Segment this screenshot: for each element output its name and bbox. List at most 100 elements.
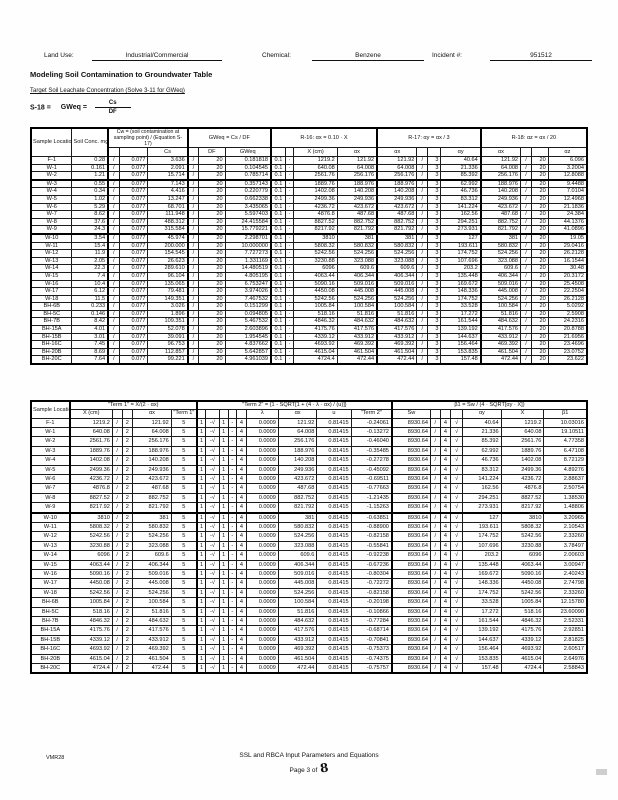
cell-slash: /: [186, 264, 200, 273]
cell-slash: /: [107, 355, 120, 365]
cell-koc-constant: 0.077: [118, 279, 149, 289]
cell-x: 4724.4: [293, 355, 338, 365]
cell-x: 2499.36: [293, 194, 338, 204]
cell-3-constant: 3: [427, 355, 442, 365]
cell-formula-token: -√: [205, 663, 220, 674]
cell-gweq: 10.000000: [224, 241, 272, 251]
t1-sub-empty: [530, 147, 549, 157]
cell-slash: /: [429, 502, 441, 514]
t2-sub-empty: [205, 408, 220, 419]
cell-4-constant: 4: [439, 634, 452, 646]
cell-u: 0.81415: [316, 445, 352, 457]
cell-alpha-x: 524.256: [277, 587, 318, 599]
cell-alpha-x: 580.832: [277, 521, 318, 533]
cell-soil-conc: 15.4: [71, 241, 109, 251]
cell-sqrt-sign: √: [450, 634, 464, 646]
t1-sub-df: DF: [198, 147, 226, 157]
cell-alpha-z: 23.4696: [547, 340, 588, 349]
cell-gweq: 5.642857: [224, 347, 272, 357]
cell-20-constant: 20: [530, 264, 549, 273]
cell-alpha-x: 406.344: [336, 271, 378, 281]
cell-lambda: 0.0009: [245, 426, 279, 438]
cell-df-constant: 20: [198, 156, 226, 165]
cell-slash: /: [416, 325, 429, 334]
cell-term1: 5: [170, 540, 198, 552]
cell-gweq: 0.181818: [224, 156, 272, 165]
t2-sub-sw: Sw: [390, 408, 431, 419]
cell-slash: /: [107, 241, 120, 251]
cell-x: 4339.12: [293, 332, 338, 342]
cell-sqrt-sign: √: [450, 606, 464, 618]
cell-slash: /: [520, 302, 532, 311]
cell-x: 518.16: [293, 309, 338, 319]
cell-alpha-z: 41.0896: [547, 225, 588, 235]
cell-term1: 5: [170, 426, 198, 438]
cell-beta1: 2.50754: [543, 483, 588, 494]
cell-slash: /: [186, 347, 200, 357]
cell-slash: /: [107, 256, 120, 266]
cell-soil-conc: 0.34: [71, 187, 109, 196]
table-row: BH-6B 0.233/0.077 3.026/20 0.151299 0.1 · 1005…: [30, 302, 588, 311]
cell-slash: /: [186, 325, 200, 334]
cell-slash: /: [520, 347, 532, 357]
cell-alpha-z: 20.3172: [547, 271, 588, 281]
cell-alpha-x: 524.256: [479, 294, 522, 304]
cell-alpha-x: 509.016: [132, 568, 172, 580]
t1-sub-empty: [186, 147, 200, 157]
cell-soil-conc: 4.01: [71, 325, 109, 334]
cell-beta1: 2.52331: [543, 616, 588, 627]
cell-alpha-y: 174.752: [462, 587, 502, 599]
table-row: W-3 1889.76/2 188.976 5 1 -√ 1-4 0.0009 188.976 0…: [30, 445, 588, 457]
cell-slash: /: [186, 249, 200, 258]
cell-formula-token: 4: [236, 473, 247, 485]
cell-sqrt-sign: √: [450, 436, 464, 447]
cell-2-constant: 2: [121, 587, 134, 599]
cell-sample-name: W-2: [30, 171, 73, 181]
cell-slash: /: [111, 436, 123, 447]
cell-formula-token: 1: [218, 597, 229, 608]
cell-slash: /: [520, 156, 532, 165]
cell-alpha-x: 882.752: [132, 492, 172, 504]
cell-formula-token: 1: [218, 653, 229, 665]
cell-2-constant: 2: [121, 653, 134, 665]
cell-x: 1402.08: [500, 455, 545, 466]
cell-dot: ·: [284, 249, 295, 258]
cell-x: 4063.44: [293, 271, 338, 281]
cell-beta1: 3.00947: [543, 559, 588, 571]
cell-sample-name: F-1: [30, 156, 73, 165]
cell-alpha-z: 3.2004: [547, 163, 588, 173]
cell-alpha-x: 381: [277, 512, 318, 523]
cell-alpha-y: 85.392: [440, 171, 482, 181]
cell-formula-token: 4: [236, 625, 247, 636]
cell-beta1: 19.10511: [543, 426, 588, 438]
cell-slash: /: [429, 625, 441, 636]
table-row: W-9 8217.92/2 821.792 5 1 -√ 1-4 0.0009 821.792 0…: [30, 502, 588, 514]
cell-alpha-x: 580.832: [336, 241, 378, 251]
cell-slash: /: [429, 492, 441, 504]
cell-slash: /: [186, 355, 200, 365]
cell-df-constant: 20: [198, 233, 226, 243]
cell-cs: 15.714: [147, 171, 189, 181]
cell-soil-conc: 3.54: [71, 233, 109, 243]
cell-formula-token: -: [227, 644, 238, 655]
cell-alpha-x: 100.584: [336, 302, 378, 311]
table-row: W-18 5242.56/2 524.256 5 1 -√ 1-4 0.0009 524.256…: [30, 587, 588, 599]
cell-x: 4876.8: [500, 483, 545, 494]
cell-x: 5808.32: [500, 521, 545, 533]
table-row: W-6 4236.72/2 423.672 5 1 -√ 1-4 0.0009 423.672 0…: [30, 473, 588, 485]
table-row: W-12 11.9/0.077 154.545/20 7.727273 0.1 · 5242…: [30, 249, 588, 258]
cell-sample-name: W-2: [30, 436, 71, 447]
cell-alpha-y: 156.464: [462, 644, 502, 655]
cell-3-constant: 3: [427, 317, 442, 327]
cell-formula-token: 1: [218, 502, 229, 514]
cell-alpha-x: 472.44: [376, 355, 418, 365]
cell-koc-constant: 0.077: [118, 325, 149, 334]
cell-x: 8827.52: [68, 492, 113, 504]
page-subtitle: Target Soil Leachate Concentration (Solv…: [30, 88, 185, 94]
cell-koc-constant: 0.077: [118, 210, 149, 219]
cell-sqrt-sign: √: [450, 464, 464, 475]
cell-beta1: 4.77358: [543, 436, 588, 447]
cell-alpha-x: 509.016: [376, 279, 418, 289]
cell-u: 0.81415: [316, 616, 352, 627]
cell-formula-token: 1: [218, 426, 229, 438]
